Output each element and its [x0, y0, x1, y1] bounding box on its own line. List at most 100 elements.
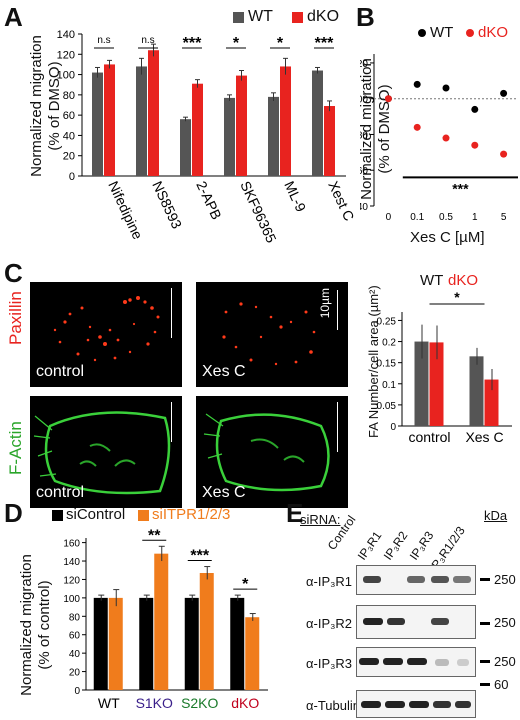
legend-dot-wt	[418, 29, 426, 37]
legend-swatch-dko	[292, 12, 303, 23]
legend-label-wt-b: WT	[430, 24, 454, 41]
caption-control-2: control	[36, 484, 85, 501]
legend-label-dko-b: dKO	[478, 24, 509, 41]
marker-tick	[480, 683, 490, 686]
band	[385, 701, 405, 708]
band	[455, 701, 471, 708]
blot-label-ip3r3: α-IP₃R3	[306, 656, 353, 671]
bar	[92, 72, 103, 176]
bar	[429, 342, 444, 426]
band	[359, 658, 379, 665]
y-tick-label: 0.1	[382, 380, 396, 391]
bar	[484, 379, 499, 426]
stain-label-paxillin: Paxillin	[6, 291, 25, 345]
band	[409, 701, 429, 708]
bar	[245, 617, 260, 690]
y-tick-label: 80	[69, 612, 81, 623]
lane-label-ip3r1: IP₃R1	[354, 528, 385, 563]
factin-xesc-image	[203, 413, 330, 492]
bar	[108, 597, 123, 690]
legend-swatch-siitpr	[138, 510, 149, 521]
band	[407, 658, 427, 665]
data-point	[442, 84, 450, 92]
marker-label: 250	[494, 615, 516, 630]
factin-control-image	[33, 411, 171, 495]
bar	[236, 75, 247, 176]
scalebar-label: 10µm	[318, 288, 332, 319]
stain-label-factin: F-Actin	[6, 421, 25, 475]
data-point	[471, 141, 479, 149]
bar	[230, 597, 245, 690]
category-label: ML-9	[281, 179, 309, 215]
band	[363, 576, 381, 583]
y-tick-label: 40	[69, 649, 81, 660]
lane-label-ip3r2: IP₃R2	[380, 528, 411, 563]
y-tick-label: 100	[360, 95, 368, 106]
legend-label-dko: dKO	[307, 8, 340, 25]
band	[363, 618, 383, 625]
bar	[469, 356, 484, 426]
panel-a-chart: 0 20 40 60 80 100 120 140 n.s Nifedipine n.s NS8593…	[57, 29, 358, 246]
legend-swatch-sicontrol	[52, 510, 63, 521]
category-label: Xest C	[325, 179, 357, 224]
panel-b-xlabel: Xes C [µM]	[410, 229, 485, 246]
marker-label: 60	[494, 677, 509, 692]
significance-label: *	[277, 35, 284, 52]
y-tick-label: 60	[63, 110, 75, 122]
data-point	[413, 80, 421, 88]
bar	[414, 341, 429, 426]
y-tick-label: 80	[63, 90, 75, 102]
paxillin-control-image	[53, 296, 160, 362]
data-point	[384, 95, 392, 103]
y-tick-label: 40	[63, 130, 75, 142]
micrograph-paxillin-control: control	[30, 282, 182, 387]
category-label: NS8593	[149, 179, 185, 232]
significance-label: ***	[315, 35, 334, 52]
band	[457, 659, 469, 666]
legend-label-dko-c: dKO	[448, 272, 479, 289]
category-label: 2-APB	[193, 179, 225, 222]
y-tick-label: 0.25	[377, 316, 397, 327]
y-tick-label: 120	[360, 59, 368, 70]
bar	[312, 70, 323, 176]
category-label: Nifedipine	[105, 179, 146, 242]
y-tick-label: 60	[360, 166, 368, 177]
panel-d-chart: 0 20 40 60 80 100 120 140 160 WT ** S1KO *** S2KO * dKO	[63, 527, 268, 711]
significance-label: *	[233, 35, 240, 52]
y-tick-label: 0.2	[382, 338, 396, 349]
bar	[192, 83, 203, 176]
y-tick-label: 0	[390, 422, 396, 433]
bar	[280, 66, 291, 176]
bar	[104, 64, 115, 176]
x-tick-label: 0.5	[439, 212, 453, 223]
caption-xesc-2: Xes C	[202, 484, 246, 501]
category-label: S2KO	[181, 695, 218, 711]
category-label: SKF96365	[237, 179, 280, 246]
bar	[199, 573, 214, 690]
marker-label: 250	[494, 572, 516, 587]
scalebar-line-1	[170, 288, 172, 338]
y-tick-label: 140	[57, 29, 75, 41]
bar	[324, 106, 335, 176]
significance-label: n.s	[97, 35, 110, 46]
band	[431, 618, 449, 625]
blot-ip3r1	[356, 565, 476, 595]
legend-label-siitpr: siITPR1/2/3	[152, 506, 231, 523]
band	[383, 658, 403, 665]
y-tick-label: 0.05	[377, 401, 397, 412]
x-tick-label: 0.1	[410, 212, 424, 223]
micrograph-paxillin-xesc: 10µm Xes C	[196, 282, 348, 387]
sirna-label: siRNA:	[300, 512, 341, 527]
micrograph-factin-control: control	[30, 396, 182, 508]
significance-label: ***	[452, 180, 469, 196]
bar	[93, 597, 108, 690]
significance-label: *	[454, 290, 460, 305]
y-tick-label: 100	[57, 70, 75, 82]
y-tick-label: 140	[63, 557, 80, 568]
bar	[184, 597, 199, 690]
significance-label: *	[242, 576, 249, 593]
scalebar-line-2	[336, 290, 338, 330]
legend-dot-dko	[466, 29, 474, 37]
data-point	[500, 150, 508, 158]
panel-e-letter: E	[286, 498, 304, 528]
